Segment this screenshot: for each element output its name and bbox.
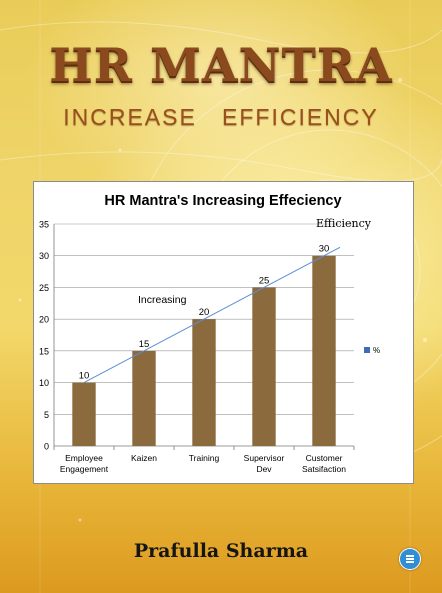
data-label: 30 <box>319 244 330 255</box>
chart-panel: HR Mantra's Increasing Effeciency 0 5 10 15… <box>33 181 414 484</box>
data-label: 20 <box>199 307 210 318</box>
bar <box>132 350 156 446</box>
book-title: HR MANTRA <box>49 38 393 92</box>
bar-chart: HR Mantra's Increasing Effeciency 0 5 10 15… <box>39 193 380 474</box>
bar <box>312 255 336 446</box>
bar <box>192 319 216 446</box>
y-tick-label: 30 <box>39 251 49 261</box>
trend-label: Efficiency <box>316 217 372 230</box>
chart-title: HR Mantra's Increasing Effeciency <box>104 193 341 209</box>
y-tick-label: 15 <box>39 346 49 356</box>
data-label: 25 <box>259 275 270 286</box>
legend-swatch <box>364 347 370 353</box>
category-label: Training <box>189 453 220 463</box>
y-tick-label: 5 <box>44 410 49 420</box>
y-tick-label: 25 <box>39 283 49 293</box>
author-name: Prafulla Sharma <box>133 540 309 562</box>
data-label: 10 <box>79 371 90 382</box>
category-label: Engagement <box>60 464 109 474</box>
category-label: Supervisor <box>244 453 285 463</box>
category-label: Employee <box>65 453 103 463</box>
bar <box>72 382 96 446</box>
y-tick-label: 35 <box>39 220 49 230</box>
trend-line <box>83 246 341 384</box>
y-tick-label: 10 <box>39 378 49 388</box>
legend-label: % <box>373 346 380 355</box>
category-label: Customer <box>306 453 343 463</box>
chart-legend: % <box>364 346 380 355</box>
y-tick-label: 0 <box>44 442 49 452</box>
category-label: Kaizen <box>131 453 157 463</box>
y-tick-label: 20 <box>39 315 49 325</box>
book-subtitle: INCREASE EFFICIENCY <box>63 104 379 130</box>
bar <box>252 287 276 446</box>
publisher-logo-glyph <box>406 555 414 563</box>
category-label: Dev <box>256 464 272 474</box>
category-label: Satsifaction <box>302 464 346 474</box>
data-label: 15 <box>139 339 150 350</box>
publisher-logo-icon <box>399 548 421 570</box>
increasing-label: Increasing <box>138 294 187 306</box>
